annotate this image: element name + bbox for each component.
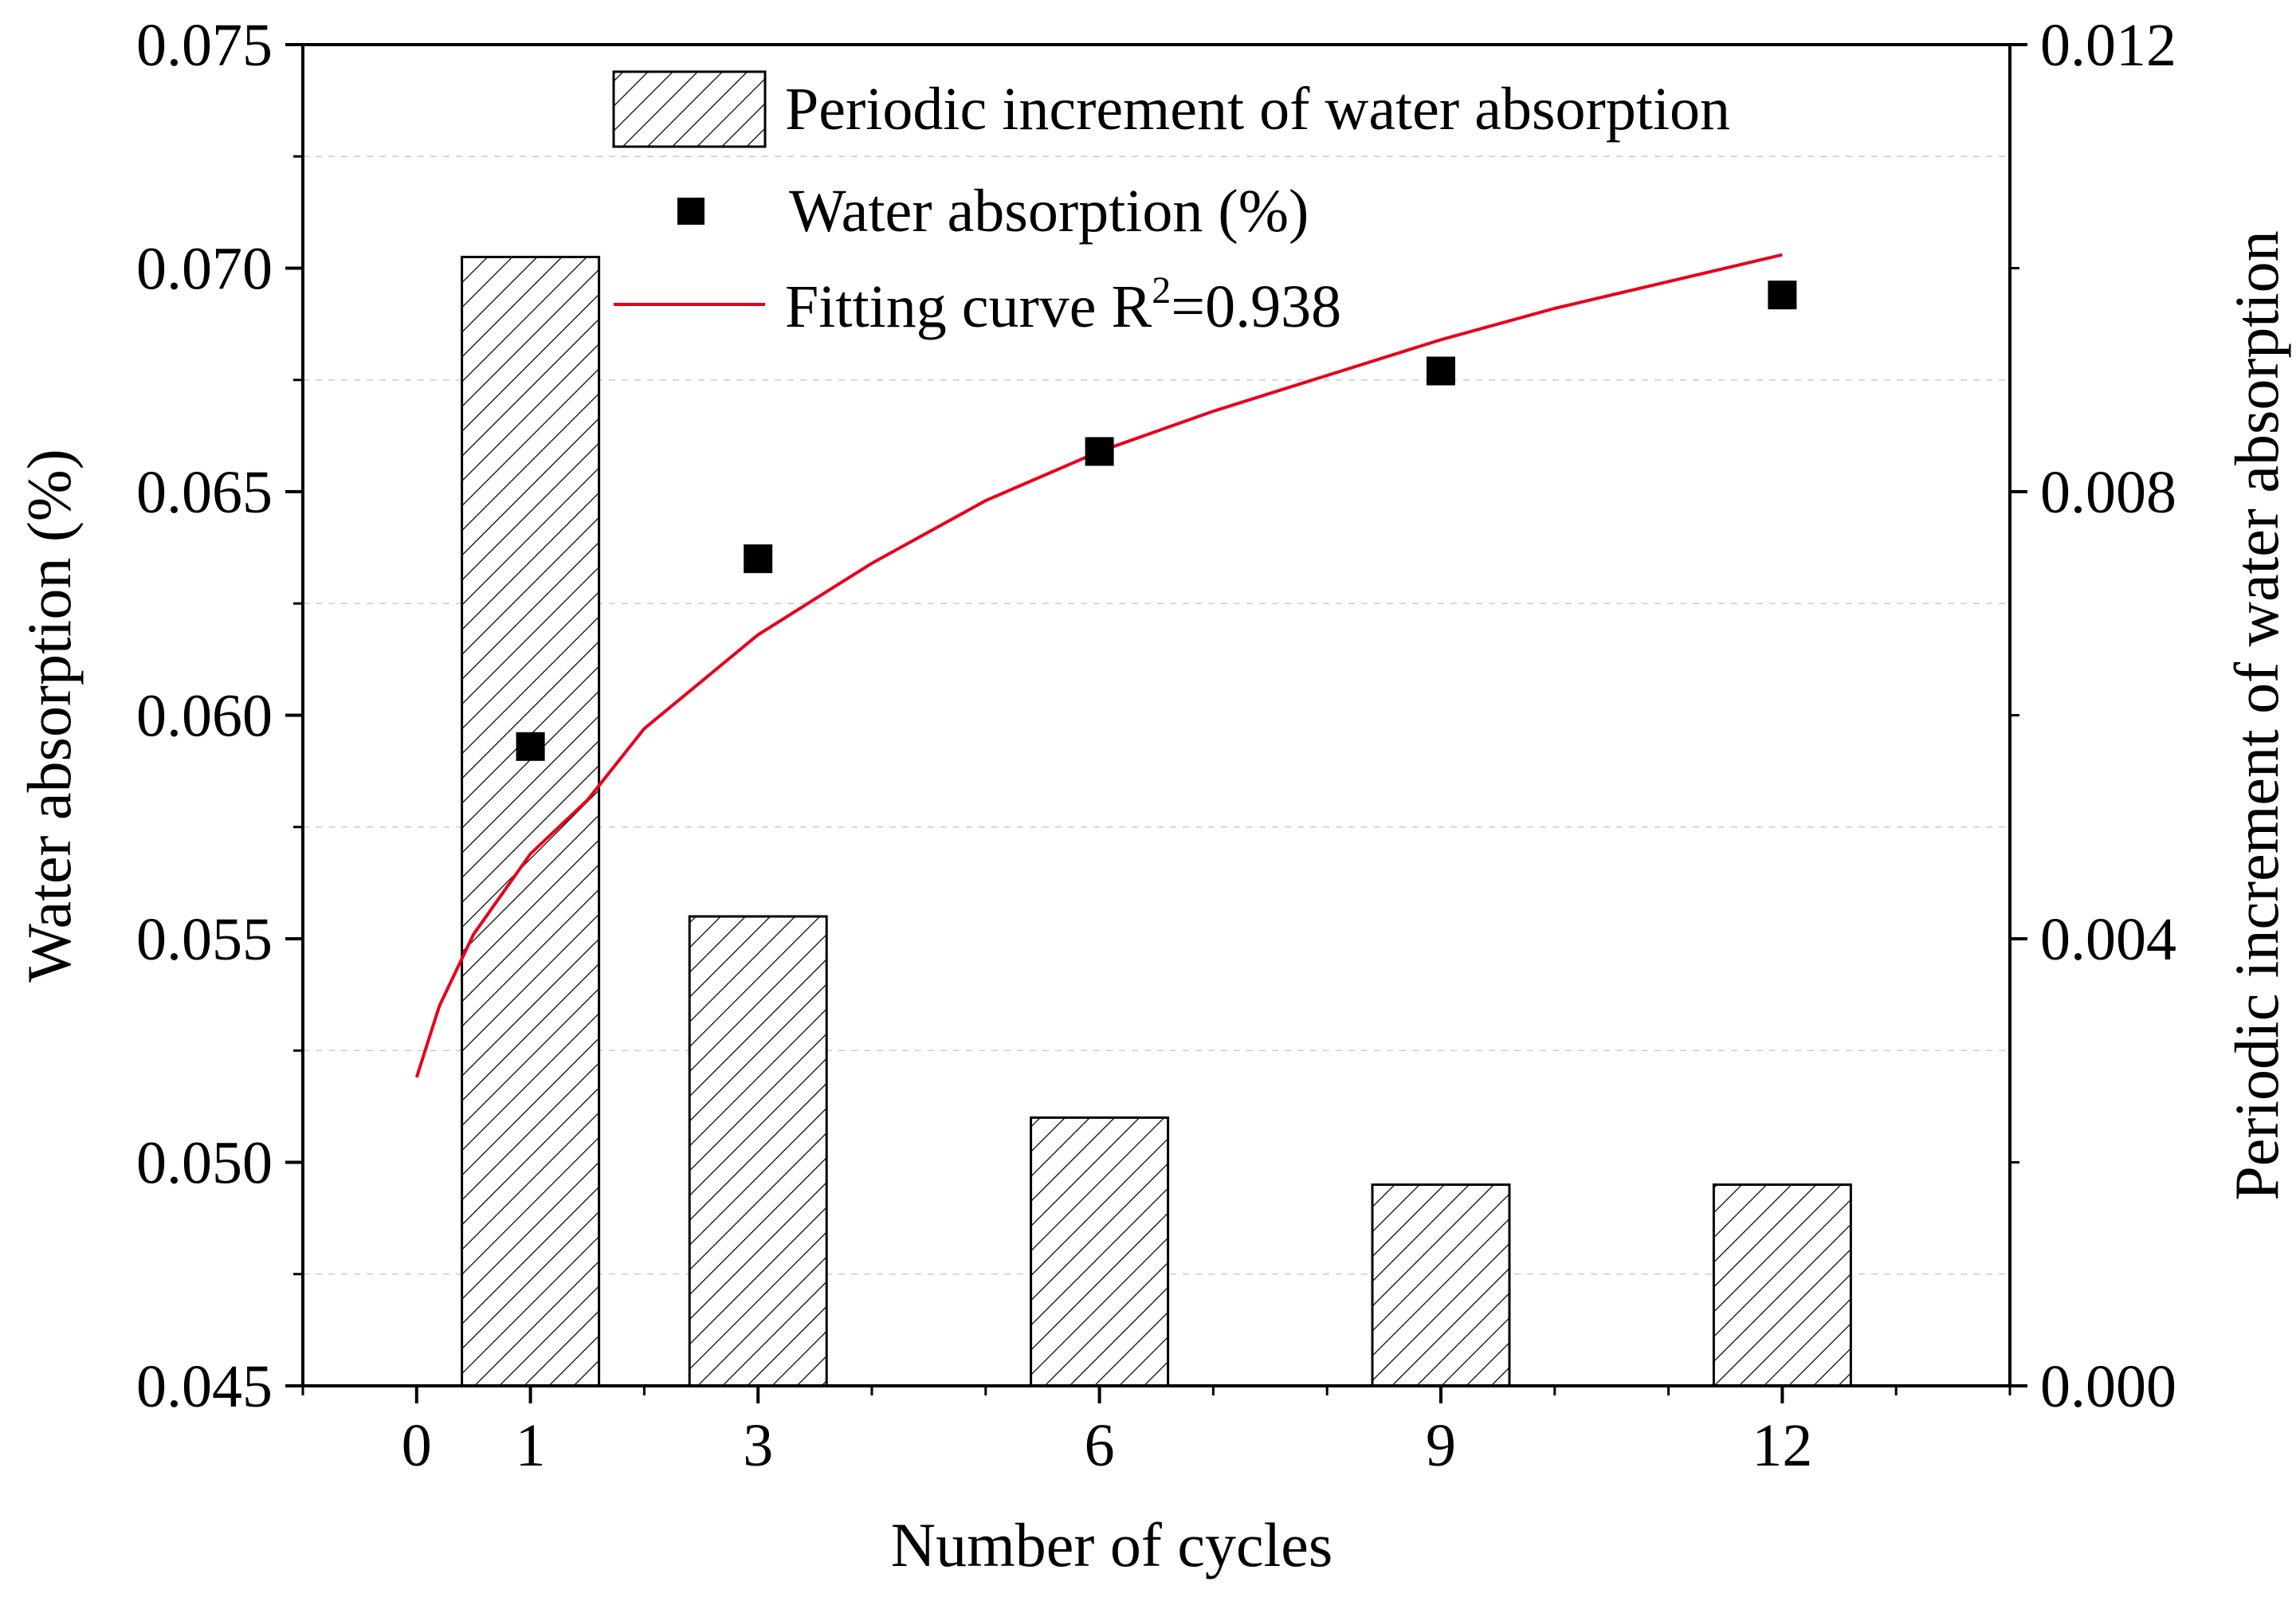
scatter-series [516,281,1797,761]
legend-fit-superscript: 2 [1152,269,1171,312]
x-tick-label: 6 [1085,1412,1115,1479]
left-tick-label: 0.065 [136,459,273,526]
scatter-point [1085,437,1114,466]
x-tick-label: 12 [1752,1412,1812,1479]
left-axis-tick-labels: 0.045 0.050 0.055 0.060 0.065 0.070 0.075 [136,12,273,1420]
scatter-point [1427,356,1455,386]
scatter-point [744,544,773,574]
left-tick-label: 0.045 [136,1353,273,1420]
bar-series [461,255,1852,1387]
right-axis-tick-labels: 0.000 0.004 0.008 0.012 [2040,12,2176,1420]
x-tick-label: 1 [516,1412,546,1479]
x-tick-label: 0 [402,1412,432,1479]
left-tick-label: 0.060 [136,683,273,750]
fitting-curve [414,253,1783,1078]
scatter-point [1768,281,1797,310]
legend-fit-suffix: =0.938 [1171,273,1341,340]
legend-bar-label: Periodic increment of water absorption [785,76,1730,143]
legend-fit-prefix: Fitting curve R [785,273,1152,340]
bar [688,915,828,1387]
left-axis-label: Water absorption (%) [14,449,84,982]
left-tick-label: 0.070 [136,236,273,303]
left-tick-label: 0.050 [136,1130,273,1197]
legend-scatter-label: Water absorption (%) [789,178,1309,245]
bar [1030,1116,1170,1387]
bar [1712,1183,1852,1387]
bar [1371,1183,1511,1387]
axis-ticks [285,43,2027,1403]
x-axis-tick-labels: 0 1 3 6 9 12 [402,1412,1813,1479]
right-axis-label: Periodic increment of water absorption [2222,230,2291,1200]
legend-scatter-marker [677,198,704,225]
right-tick-label: 0.004 [2040,906,2176,973]
legend: Periodic increment of water absorption W… [612,70,1730,340]
left-tick-label: 0.055 [136,906,273,973]
right-tick-label: 0.008 [2040,459,2176,526]
x-tick-label: 9 [1426,1412,1456,1479]
bar [461,255,601,1387]
right-tick-label: 0.000 [2040,1353,2176,1420]
legend-fit-label: Fitting curve R2=0.938 [785,269,1341,340]
x-tick-label: 3 [743,1412,773,1479]
legend-bar-swatch [612,70,767,148]
right-tick-label: 0.012 [2040,12,2176,79]
scatter-point [516,732,545,761]
left-tick-label: 0.075 [136,12,273,79]
x-axis-label: Number of cycles [891,1510,1332,1580]
